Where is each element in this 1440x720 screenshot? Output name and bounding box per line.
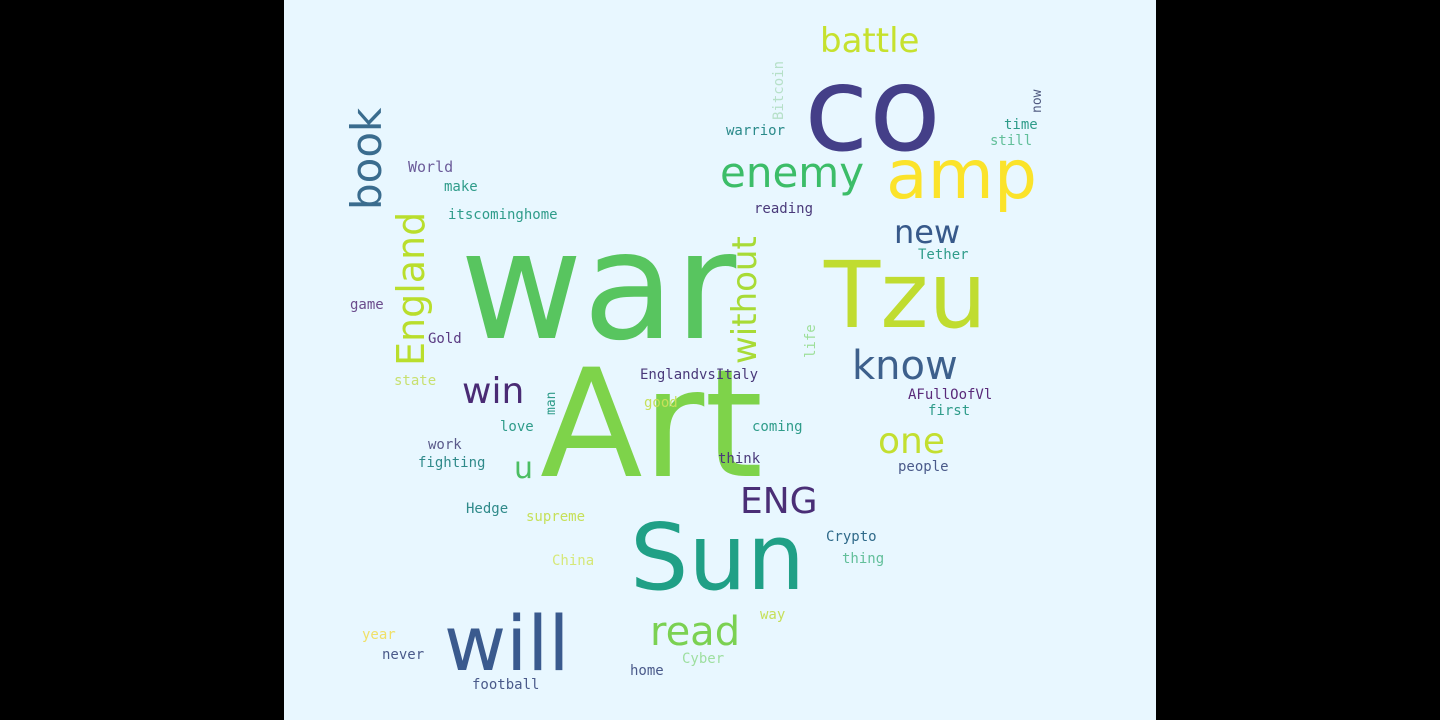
word-first: first — [928, 403, 971, 419]
word-sun: Sun — [630, 504, 806, 611]
word-never: never — [382, 647, 425, 663]
word-life: life — [803, 324, 819, 358]
word-england: England — [389, 211, 433, 366]
word-supreme: supreme — [526, 509, 586, 525]
word-tzu: Tzu — [824, 242, 987, 349]
word-state: state — [394, 373, 437, 389]
word-enemy: enemy — [720, 148, 865, 197]
word-game: game — [350, 297, 384, 313]
word-itscominghome: itscominghome — [448, 207, 558, 223]
word-new: new — [894, 213, 961, 251]
word-good: good — [644, 395, 678, 411]
word-afulloofvl: AFullOofVl — [908, 387, 993, 403]
word-coming: coming — [752, 419, 803, 435]
word-reading: reading — [754, 201, 814, 217]
word-battle: battle — [820, 21, 920, 61]
word-work: work — [428, 437, 462, 453]
word-u: u — [514, 451, 534, 486]
word-win: win — [462, 371, 525, 412]
word-cloud: war Art co Tzu Sun will amp enemy book E… — [284, 0, 1156, 720]
word-fighting: fighting — [418, 455, 486, 471]
word-eng: ENG — [740, 481, 818, 522]
word-year: year — [362, 627, 396, 643]
word-still: still — [990, 133, 1033, 149]
word-thing: thing — [842, 551, 885, 567]
word-know: know — [852, 343, 958, 389]
word-without: without — [725, 236, 765, 364]
word-make: make — [444, 179, 478, 195]
word-time: time — [1004, 117, 1038, 133]
word-love: love — [500, 419, 534, 435]
word-world: World — [408, 158, 454, 176]
word-man: man — [544, 391, 559, 415]
word-crypto: Crypto — [826, 529, 877, 545]
word-tether: Tether — [918, 247, 969, 263]
word-gold: Gold — [428, 331, 462, 347]
word-people: people — [898, 459, 949, 475]
word-co: co — [804, 40, 942, 178]
word-one: one — [878, 421, 945, 462]
word-book: book — [342, 107, 391, 210]
word-war: war — [460, 200, 737, 374]
word-china: China — [552, 553, 595, 569]
word-warrior: warrior — [726, 123, 786, 139]
word-englandvsitaly: EnglandvsItaly — [640, 367, 759, 383]
word-art: Art — [540, 338, 764, 512]
word-bitcoin: Bitcoin — [771, 60, 787, 120]
word-football: football — [472, 677, 540, 693]
word-hedge: Hedge — [466, 501, 509, 517]
word-read: read — [650, 609, 741, 655]
word-now: now — [1030, 89, 1045, 113]
word-home: home — [630, 663, 664, 679]
word-amp: amp — [886, 136, 1038, 215]
word-way: way — [760, 607, 786, 623]
word-think: think — [718, 451, 761, 467]
word-will: will — [444, 599, 570, 688]
word-cyber: Cyber — [682, 651, 725, 667]
